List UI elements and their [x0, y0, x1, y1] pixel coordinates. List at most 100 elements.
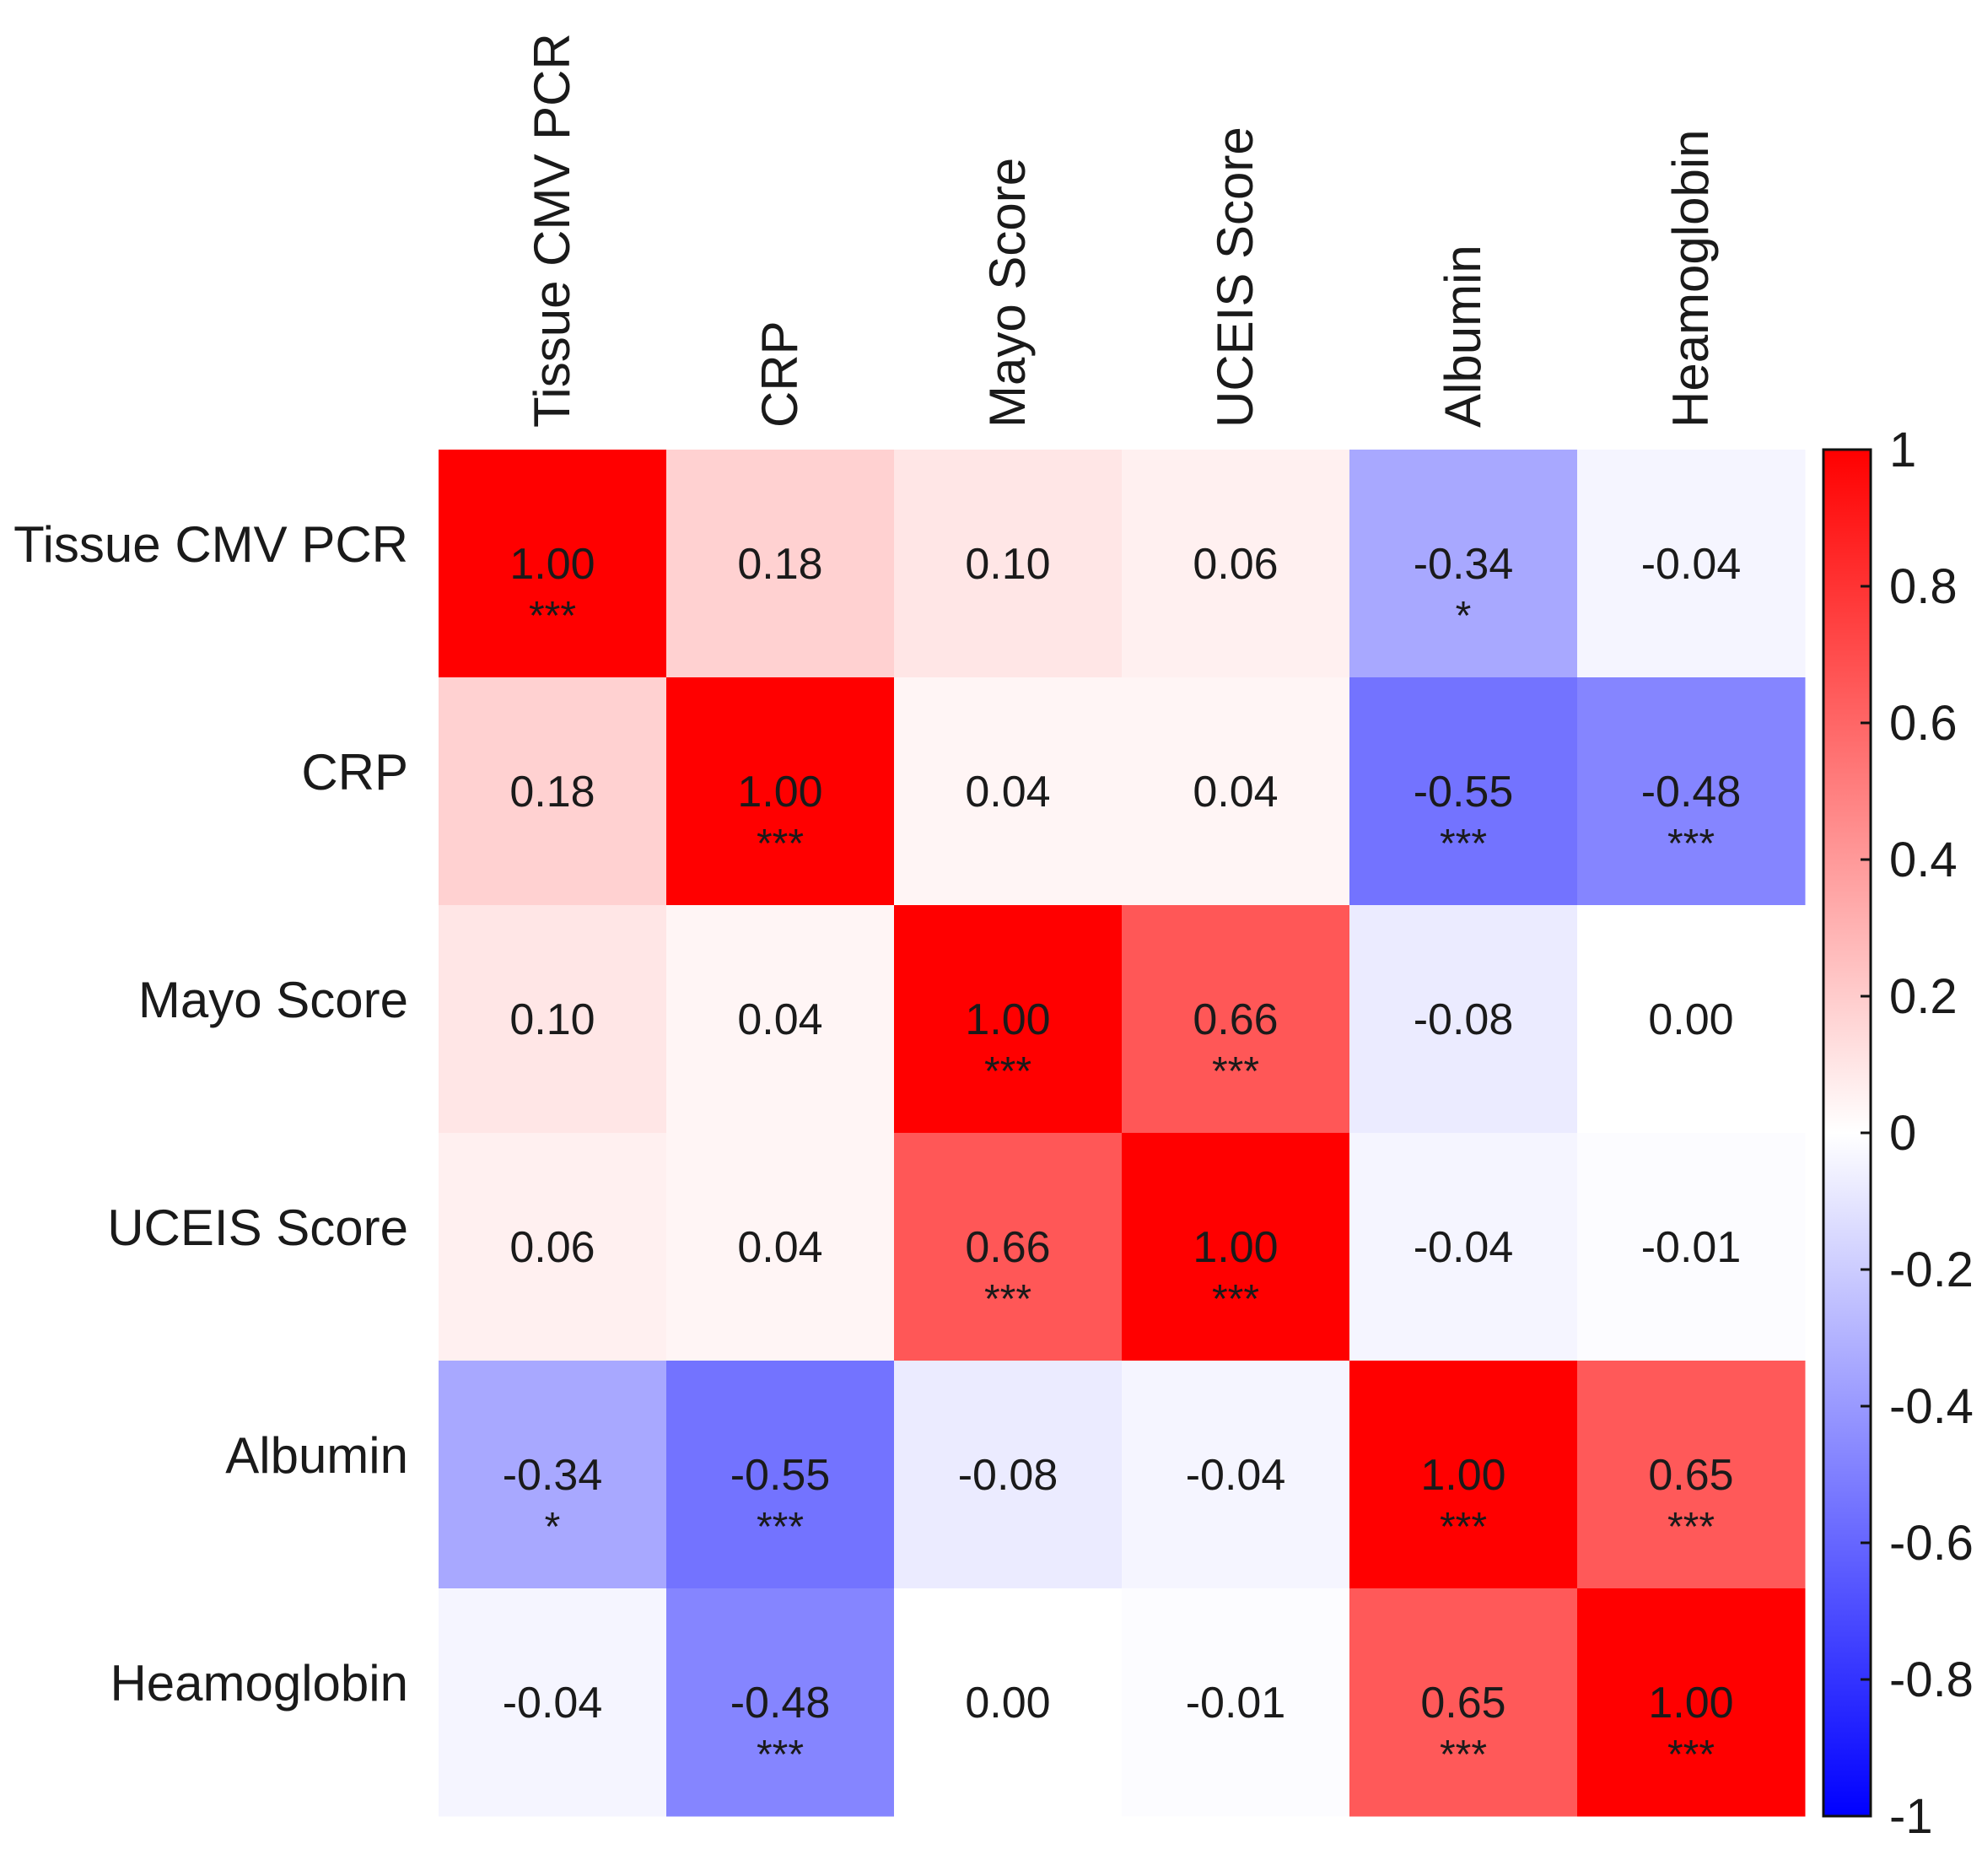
cell-value-label: 0.00	[1648, 995, 1733, 1044]
row-label-heamoglobin: Heamoglobin	[110, 1655, 408, 1712]
heatmap-cell-r3-c0	[439, 1133, 667, 1361]
cell-text-layer: 1.00***0.18 0.10 0.06 -0.34*-0.040.18 1.00**…	[503, 540, 1742, 1777]
heatmap-cell-r0-c5	[1577, 450, 1806, 678]
column-label-heamoglobin: Heamoglobin	[1662, 129, 1719, 428]
heatmap-cell-r0-c1	[666, 450, 895, 678]
cell-value-label: -0.48	[1641, 768, 1742, 817]
row-label-uceis-score: UCEIS Score	[107, 1199, 408, 1256]
cell-significance-label: ***	[1667, 1733, 1715, 1777]
cell-significance-label: ***	[757, 822, 804, 866]
colorbar-tick-label: 0	[1889, 1106, 1916, 1161]
cell-value-label: 0.10	[965, 540, 1050, 589]
cell-significance-label: ***	[1440, 822, 1487, 866]
cell-value-label: 0.04	[965, 768, 1050, 817]
heatmap-cell-r2-c2	[894, 905, 1123, 1134]
cell-value-label: 1.00	[1193, 1223, 1278, 1272]
cell-significance-label: ***	[984, 1049, 1031, 1094]
heatmap-cell-r0-c0	[439, 450, 667, 678]
row-label-tissue-cmv-pcr: Tissue CMV PCR	[13, 516, 408, 573]
cell-significance-label: *	[545, 1505, 561, 1550]
cell-significance-label: ***	[757, 1733, 804, 1777]
colorbar: 1 0.8 0.6 0.4 0.2 0 -0.2 -0.4 -0.6 -0.8 -1	[1822, 423, 1974, 1844]
heatmap-cell-r3-c4	[1349, 1133, 1578, 1361]
heatmap-cell-r4-c0	[439, 1361, 667, 1589]
cell-value-label: 0.06	[1193, 540, 1278, 589]
cell-value-label: 0.65	[1420, 1679, 1505, 1728]
cell-significance-label: ***	[1667, 1505, 1715, 1550]
row-label-crp: CRP	[301, 744, 408, 801]
cell-significance-label: ***	[1212, 1277, 1259, 1322]
colorbar-tick-label: -0.4	[1889, 1379, 1974, 1434]
cell-value-label: -0.08	[1414, 995, 1514, 1044]
cell-value-label: -0.04	[1186, 1451, 1286, 1500]
heatmap-cell-r4-c5	[1577, 1361, 1806, 1589]
cell-value-label: 0.65	[1648, 1451, 1733, 1500]
colorbar-tick-label: 0.4	[1889, 833, 1958, 887]
heatmap-cell-r3-c1	[666, 1133, 895, 1361]
colorbar-tick-label: 0.8	[1889, 559, 1958, 614]
column-label-mayo-score: Mayo Score	[979, 158, 1036, 428]
colorbar-tick-label: -1	[1889, 1789, 1933, 1844]
column-label-albumin: Albumin	[1435, 245, 1491, 428]
row-label-mayo-score: Mayo Score	[138, 972, 408, 1028]
heatmap-cell-r1-c5	[1577, 677, 1806, 906]
heatmap-cell-r0-c4	[1349, 450, 1578, 678]
cell-value-label: -0.08	[958, 1451, 1058, 1500]
cell-value-label: -0.48	[730, 1679, 831, 1728]
cell-value-label: 0.18	[509, 768, 595, 817]
heatmap-cell-r5-c1	[666, 1588, 895, 1817]
colorbar-tick-label: 0.2	[1889, 969, 1958, 1024]
cell-significance-label: ***	[1440, 1505, 1487, 1550]
cell-value-label: -0.01	[1641, 1223, 1742, 1272]
colorbar-tick-label: 0.6	[1889, 696, 1958, 751]
cell-value-label: 0.04	[737, 995, 822, 1044]
heatmap-cell-r4-c3	[1122, 1361, 1350, 1589]
cell-value-label: -0.01	[1186, 1679, 1286, 1728]
cell-value-label: 1.00	[509, 540, 595, 589]
heatmap-cell-r1-c3	[1122, 677, 1350, 906]
cell-value-label: -0.04	[503, 1679, 603, 1728]
cells-layer	[439, 450, 1806, 1817]
heatmap-cell-r3-c3	[1122, 1133, 1350, 1361]
cell-value-label: -0.04	[1641, 540, 1742, 589]
heatmap-cell-r2-c0	[439, 905, 667, 1134]
row-labels: Tissue CMV PCR CRP Mayo Score UCEIS Score Al…	[13, 516, 408, 1712]
cell-value-label: -0.55	[730, 1451, 831, 1500]
column-labels: Tissue CMV PCR CRP Mayo Score UCEIS Score Al…	[524, 33, 1719, 428]
cell-significance-label: ***	[1212, 1049, 1259, 1094]
heatmap-cell-r5-c5	[1577, 1588, 1806, 1817]
heatmap-cell-r3-c2	[894, 1133, 1123, 1361]
cell-significance-label: *	[1456, 594, 1472, 639]
heatmap-cell-r0-c2	[894, 450, 1123, 678]
cell-value-label: -0.34	[1414, 540, 1514, 589]
column-label-tissue-cmv-pcr: Tissue CMV PCR	[524, 33, 580, 428]
cell-value-label: -0.34	[503, 1451, 603, 1500]
cell-value-label: 1.00	[1648, 1679, 1733, 1728]
cell-value-label: 1.00	[1420, 1451, 1505, 1500]
cell-value-label: 1.00	[737, 768, 822, 817]
heatmap-cell-r1-c0	[439, 677, 667, 906]
heatmap-cell-r5-c4	[1349, 1588, 1578, 1817]
column-label-crp: CRP	[751, 321, 808, 428]
heatmap-cell-r4-c4	[1349, 1361, 1578, 1589]
cell-value-label: 0.00	[965, 1679, 1050, 1728]
heatmap-cell-r1-c1	[666, 677, 895, 906]
cell-significance-label: ***	[529, 594, 576, 639]
cell-value-label: 0.10	[509, 995, 595, 1044]
colorbar-tick-label: -0.8	[1889, 1652, 1974, 1707]
cell-value-label: -0.04	[1414, 1223, 1514, 1272]
heatmap-cell-r5-c0	[439, 1588, 667, 1817]
cell-significance-label: ***	[1667, 822, 1715, 866]
heatmap-cell-r3-c5	[1577, 1133, 1806, 1361]
heatmap-cell-r5-c3	[1122, 1588, 1350, 1817]
colorbar-tick-label: -0.2	[1889, 1243, 1974, 1297]
heatmap-cell-r5-c2	[894, 1588, 1123, 1817]
colorbar-tick-label: 1	[1889, 423, 1916, 477]
cell-significance-label: ***	[757, 1505, 804, 1550]
cell-value-label: 0.04	[737, 1223, 822, 1272]
cell-value-label: 1.00	[965, 995, 1050, 1044]
cell-value-label: 0.66	[965, 1223, 1050, 1272]
row-label-albumin: Albumin	[225, 1427, 408, 1484]
